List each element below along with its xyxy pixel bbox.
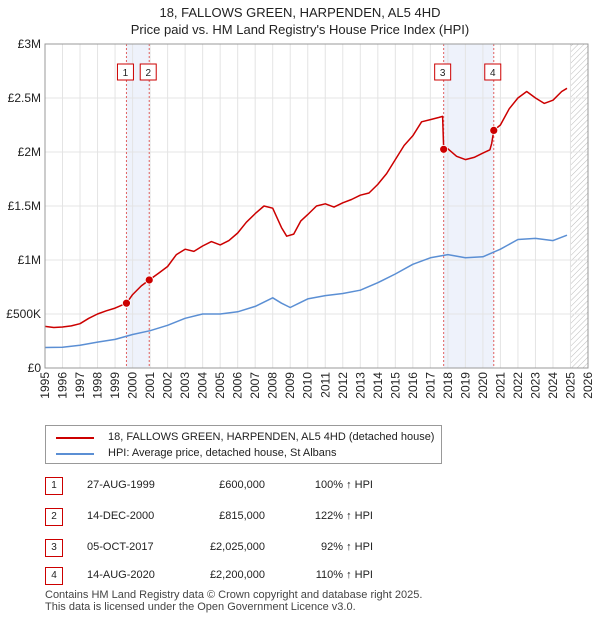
x-tick-label: 2022 bbox=[511, 372, 525, 399]
sale-row: 2 14-DEC-2000 £815,000 122% ↑ HPI bbox=[45, 508, 465, 528]
x-tick-label: 2012 bbox=[336, 372, 350, 399]
sale-row: 1 27-AUG-1999 £600,000 100% ↑ HPI bbox=[45, 477, 465, 497]
sale-point bbox=[144, 275, 154, 285]
x-tick-label: 1998 bbox=[91, 372, 105, 399]
sale-label-box bbox=[139, 63, 157, 81]
x-tick-label: 2024 bbox=[546, 372, 560, 399]
sale-hpi-change: 92% ↑ HPI bbox=[321, 541, 373, 553]
sale-label: 4 bbox=[490, 68, 496, 79]
x-tick-label: 2005 bbox=[213, 372, 227, 399]
x-tick-label: 2003 bbox=[178, 372, 192, 399]
sale-point bbox=[489, 125, 499, 135]
sale-hpi-change: 110% ↑ HPI bbox=[315, 569, 373, 581]
x-tick-label: 2008 bbox=[266, 372, 280, 399]
x-tick-label: 2000 bbox=[126, 372, 140, 399]
x-tick-label: 2020 bbox=[476, 372, 490, 399]
x-tick-label: 2002 bbox=[161, 372, 175, 399]
x-tick-label: 2018 bbox=[441, 372, 455, 399]
y-tick-label: £1.5M bbox=[8, 199, 41, 213]
sale-price: £2,200,000 bbox=[209, 569, 265, 581]
sale-date: 27-AUG-1999 bbox=[87, 479, 155, 491]
x-tick-label: 1996 bbox=[56, 372, 70, 399]
sale-point bbox=[122, 298, 131, 308]
chart-title-line-2: Price paid vs. HM Land Registry's House … bbox=[130, 22, 470, 37]
sale-label-box bbox=[484, 63, 502, 81]
sale-price: £815,000 bbox=[219, 510, 265, 522]
x-tick-label: 1995 bbox=[38, 372, 52, 399]
sale-price: £600,000 bbox=[219, 479, 265, 491]
series-line-property bbox=[44, 87, 568, 329]
sale-point bbox=[439, 144, 449, 154]
plot-frame bbox=[44, 43, 589, 369]
x-tick-label: 2011 bbox=[318, 372, 332, 398]
x-tick-label: 2015 bbox=[388, 372, 402, 399]
x-tick-label: 2017 bbox=[423, 372, 437, 399]
chart-title-line-1: 18, FALLOWS GREEN, HARPENDEN, AL5 4HD bbox=[159, 5, 441, 20]
sale-price: £2,025,000 bbox=[209, 541, 265, 553]
y-tick-label: £2M bbox=[18, 145, 41, 159]
sale-badge: 3 bbox=[45, 539, 63, 557]
sale-badge: 1 bbox=[45, 477, 63, 495]
x-tick-label: 1999 bbox=[108, 372, 122, 399]
y-tick-label: £1M bbox=[18, 253, 41, 267]
sale-date: 14-DEC-2000 bbox=[87, 510, 155, 522]
x-tick-label: 2004 bbox=[196, 372, 210, 399]
x-tick-label: 2001 bbox=[143, 372, 157, 399]
sale-label: 3 bbox=[440, 68, 446, 79]
x-tick-label: 2013 bbox=[353, 372, 367, 399]
sale-label: 1 bbox=[123, 68, 129, 79]
price-chart: £0 £500K £1M £1.5M £2M £2.5M £3M 1995 1996 1997 19… bbox=[6, 37, 595, 399]
series-line-hpi bbox=[44, 234, 568, 349]
footer-licence: This data is licensed under the Open Gov… bbox=[45, 601, 356, 613]
x-tick-label: 2023 bbox=[528, 372, 542, 399]
x-tick-label: 2007 bbox=[248, 372, 262, 399]
x-tick-label: 2014 bbox=[371, 372, 385, 399]
sale-row: 4 14-AUG-2020 £2,200,000 110% ↑ HPI bbox=[45, 567, 465, 587]
x-tick-label: 2009 bbox=[283, 372, 297, 399]
x-tick-label: 2016 bbox=[406, 372, 420, 399]
x-tick-label: 1997 bbox=[73, 372, 87, 399]
chart-title: 18, FALLOWS GREEN, HARPENDEN, AL5 4HD Pr… bbox=[0, 4, 600, 38]
sale-label: 2 bbox=[145, 68, 151, 79]
footer: Contains HM Land Registry data © Crown c… bbox=[45, 589, 585, 613]
sale-hpi-change: 100% ↑ HPI bbox=[314, 479, 373, 491]
y-tick-label: £0 bbox=[28, 361, 42, 375]
sale-badge: 4 bbox=[45, 567, 63, 585]
sale-label-box bbox=[116, 63, 134, 81]
sale-hpi-change: 122% ↑ HPI bbox=[314, 510, 373, 522]
y-tick-label: £3M bbox=[18, 37, 41, 51]
sale-label-box bbox=[434, 63, 452, 81]
x-tick-label: 2026 bbox=[581, 372, 595, 399]
legend-label-property: 18, FALLOWS GREEN, HARPENDEN, AL5 4HD (d… bbox=[108, 431, 435, 443]
x-tick-label: 2006 bbox=[231, 372, 245, 399]
footer-copyright: Contains HM Land Registry data © Crown c… bbox=[45, 589, 423, 601]
y-tick-label: £2.5M bbox=[8, 91, 41, 105]
sale-row: 3 05-OCT-2017 £2,025,000 92% ↑ HPI bbox=[45, 539, 465, 559]
legend-label-hpi: HPI: Average price, detached house, St A… bbox=[108, 447, 337, 459]
sale-badge: 2 bbox=[45, 508, 63, 526]
y-tick-label: £500K bbox=[6, 307, 41, 321]
sale-date: 14-AUG-2020 bbox=[87, 569, 155, 581]
x-tick-label: 2021 bbox=[493, 372, 507, 399]
legend: 18, FALLOWS GREEN, HARPENDEN, AL5 4HD (d… bbox=[45, 425, 442, 464]
x-tick-label: 2019 bbox=[458, 372, 472, 399]
legend-swatch-hpi bbox=[56, 453, 94, 455]
legend-swatch-property bbox=[56, 437, 94, 439]
x-tick-label: 2010 bbox=[301, 372, 315, 399]
x-tick-label: 2025 bbox=[563, 372, 577, 399]
sale-date: 05-OCT-2017 bbox=[87, 541, 154, 553]
